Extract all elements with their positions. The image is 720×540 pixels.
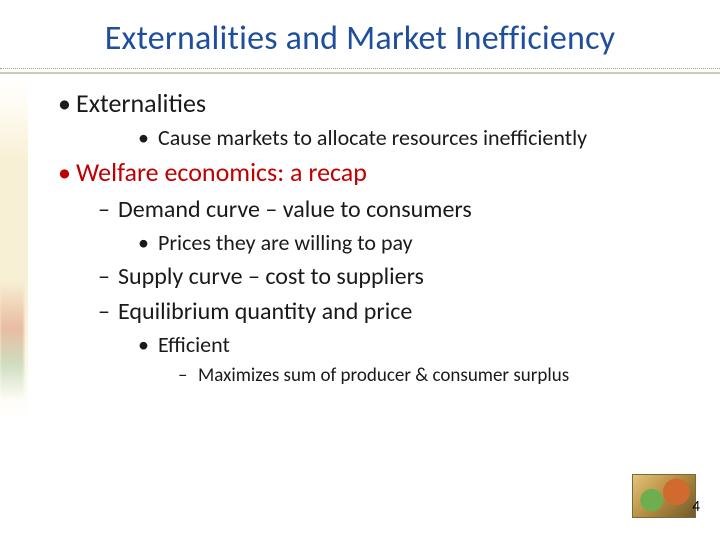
corner-image	[632, 474, 696, 518]
bullet-level2: –Demand curve – value to consumers	[58, 193, 678, 226]
bullet-marker: –	[98, 260, 118, 293]
slide-title: Externalities and Market Inefficiency	[40, 18, 680, 59]
bullet-text: Supply curve – cost to suppliers	[118, 262, 424, 291]
bullet-text: Efficient	[158, 331, 230, 358]
bullet-level3: •Prices they are willing to pay	[58, 228, 678, 258]
bullet-marker: –	[178, 363, 198, 390]
bullet-level2: –Supply curve – cost to suppliers	[58, 260, 678, 293]
bullet-level1: •Externalities	[58, 86, 678, 121]
bullet-marker: •	[138, 228, 158, 258]
bullet-level4: –Maximizes sum of producer & consumer su…	[58, 363, 678, 390]
bullet-marker: –	[98, 193, 118, 226]
bullet-level3: •Efficient	[58, 330, 678, 360]
bullet-text: Cause markets to allocate resources inef…	[158, 124, 587, 151]
bullet-text: Equilibrium quantity and price	[118, 297, 412, 326]
page-number: 4	[692, 498, 700, 516]
slide: Externalities and Market Inefficiency •E…	[0, 0, 720, 540]
bullet-marker: •	[138, 123, 158, 153]
bullet-marker: –	[98, 295, 118, 328]
bullet-text: Welfare economics: a recap	[76, 156, 367, 188]
bullet-marker: •	[138, 330, 158, 360]
left-decoration-accent	[0, 280, 24, 400]
bullet-text: Prices they are willing to pay	[158, 229, 413, 256]
bullet-marker: •	[58, 86, 76, 121]
bullet-text: Demand curve – value to consumers	[118, 195, 472, 224]
bullet-level3: •Cause markets to allocate resources ine…	[58, 123, 678, 153]
bullet-text: Maximizes sum of producer & consumer sur…	[198, 364, 569, 387]
bullet-level2: –Equilibrium quantity and price	[58, 295, 678, 328]
bullet-content: •Externalities•Cause markets to allocate…	[58, 86, 678, 391]
bullet-level1: •Welfare economics: a recap	[58, 155, 678, 190]
bullet-text: Externalities	[76, 87, 206, 119]
title-underline	[0, 68, 720, 74]
bullet-marker: •	[58, 155, 76, 190]
